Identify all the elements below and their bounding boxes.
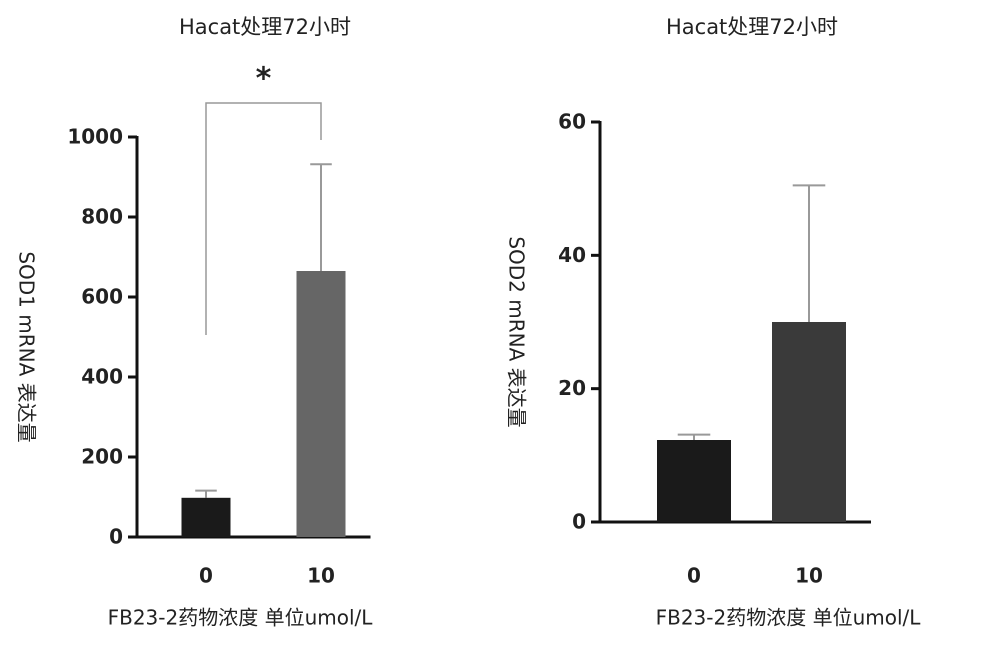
y-axis-label: SOD2 mRNA 表达量 — [505, 236, 529, 427]
y-axis-label: SOD1 mRNA 表达量 — [15, 251, 39, 442]
bar — [296, 271, 346, 537]
x-tick-label: 10 — [795, 564, 823, 588]
bar — [657, 440, 731, 522]
significance-mark: * — [256, 62, 272, 97]
x-tick-label: 0 — [687, 564, 701, 588]
y-tick-label: 0 — [572, 510, 586, 534]
chart-title: Hacat处理72小时 — [179, 15, 351, 39]
x-tick-label: 0 — [199, 564, 213, 588]
bar — [772, 322, 846, 522]
y-tick-label: 800 — [81, 205, 123, 229]
x-tick-label: 10 — [307, 564, 335, 588]
bar — [181, 497, 231, 537]
y-tick-label: 200 — [81, 445, 123, 469]
y-tick-label: 40 — [558, 243, 586, 267]
y-tick-label: 60 — [558, 110, 586, 134]
y-tick-label: 0 — [109, 525, 123, 549]
y-tick-label: 400 — [81, 365, 123, 389]
y-tick-label: 1000 — [67, 125, 123, 149]
significance-bracket — [205, 102, 322, 335]
x-axis-label: FB23-2药物浓度 单位umol/L — [108, 606, 374, 630]
x-axis-label: FB23-2药物浓度 单位umol/L — [656, 606, 922, 630]
y-tick-label: 20 — [558, 376, 586, 400]
y-tick-label: 600 — [81, 285, 123, 309]
chart-title: Hacat处理72小时 — [666, 15, 838, 39]
